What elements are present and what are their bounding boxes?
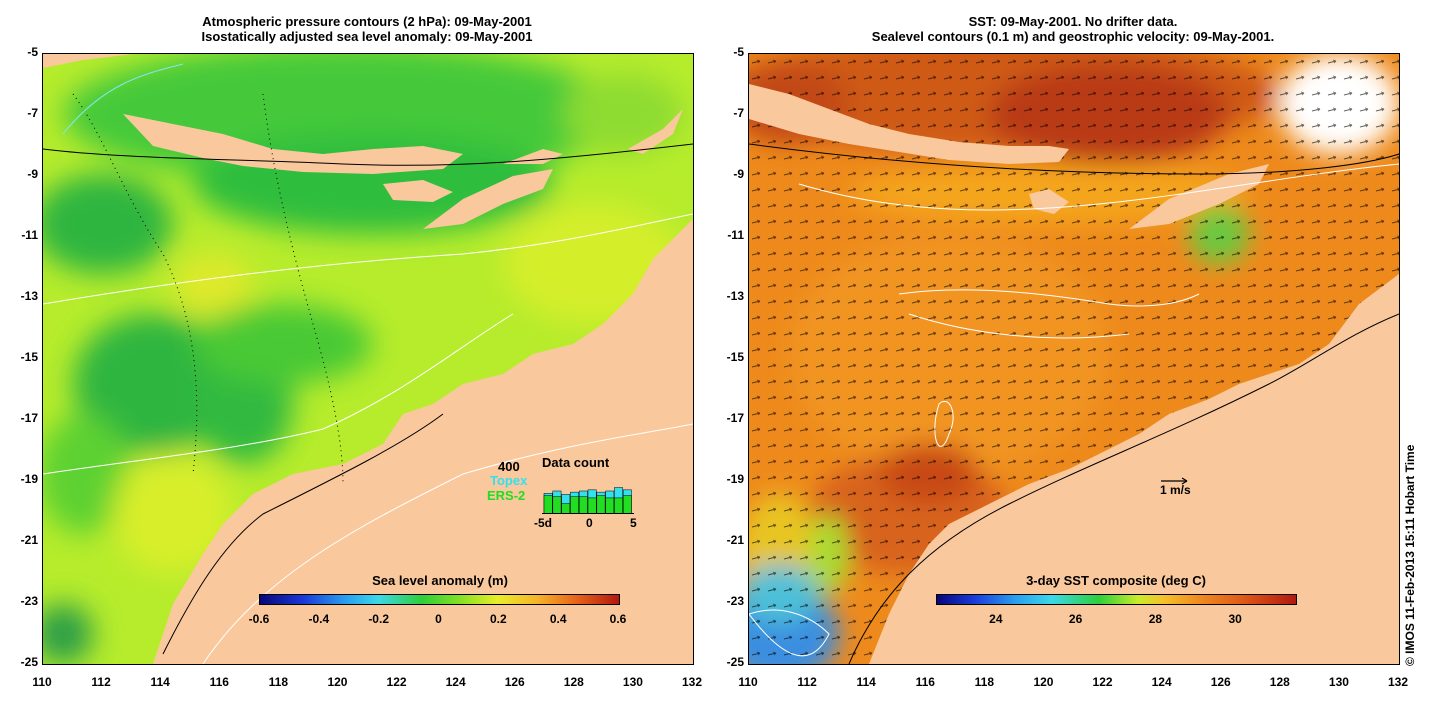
data-count-x-tick: -5d [534,516,552,530]
right-y-tick: -25 [726,655,744,669]
right-x-tick: 116 [915,675,935,689]
data-count-x-tick: 5 [630,516,637,530]
left-y-tick: -23 [20,594,38,608]
sla-colorbar-tick: 0.4 [549,612,567,626]
right-title-line1: SST: 09-May-2001. No drifter data. [968,14,1178,29]
sst-colorbar-tick: 28 [1148,612,1163,626]
velocity-scale-label: 1 m/s [1160,483,1191,497]
left-y-tick: -13 [20,289,38,303]
sla-colorbar-tick: -0.4 [308,612,330,626]
left-x-tick: 110 [32,675,52,689]
sst-colorbar-tick: 26 [1068,612,1083,626]
left-x-tick: 116 [209,675,229,689]
right-y-tick: -7 [733,106,744,120]
right-x-tick: 120 [1033,675,1054,689]
left-y-tick: -9 [27,167,38,181]
right-x-tick: 126 [1210,675,1231,689]
left-x-tick: 124 [445,675,466,689]
right-x-tick: 118 [974,675,995,689]
right-x-tick: 132 [1387,675,1409,689]
right-x-tick: 122 [1092,675,1113,689]
data-count-topex-label: Topex [490,473,528,488]
sla-colorbar-tick: -0.2 [368,612,389,626]
right-x-tick: 114 [856,675,876,689]
data-count-bar-ers2 [614,497,623,514]
right-y-tick: -23 [726,594,744,608]
left-panel-title: Atmospheric pressure contours (2 hPa): 0… [42,14,692,44]
right-y-tick: -11 [727,228,744,242]
left-y-tick: -7 [27,106,38,120]
left-y-tick: -15 [20,350,38,364]
right-y-tick: -19 [726,472,744,486]
data-count-bar-ers2 [596,495,606,514]
right-x-tick: 110 [738,675,758,689]
right-y-tick: -17 [726,411,744,425]
left-y-tick: -21 [20,533,38,547]
data-count-bar-ers2 [605,497,615,514]
sst-colorbar-title: 3-day SST composite (deg C) [1026,573,1206,588]
left-y-tick: -19 [20,472,38,486]
sst-velocity-map: 1 m/s [748,53,1400,665]
data-count-bar-ers2 [570,496,579,514]
left-x-tick: 114 [150,675,170,689]
sla-colorbar-tick: 0.6 [609,612,627,626]
left-x-tick: 128 [563,675,584,689]
left-title-line2: Isostatically adjusted sea level anomaly… [201,29,533,44]
data-count-bar-ers2 [622,495,632,514]
sla-colorbar-tick: -0.6 [248,612,270,626]
data-count-ers2-label: ERS-2 [487,488,526,503]
data-count-bar-ers2 [561,503,571,514]
copyright-text: © IMOS 11-Feb-2013 15:11 Hobart Time [1403,444,1417,666]
right-x-tick: 130 [1328,675,1349,689]
left-x-tick: 118 [268,675,289,689]
sst-colorbar-tick: 24 [989,612,1003,626]
left-y-tick: -17 [20,411,38,425]
velocity-scale-arrow [1161,477,1188,485]
right-x-tick: 124 [1151,675,1172,689]
left-x-tick: 126 [504,675,525,689]
right-title-line2: Sealevel contours (0.1 m) and geostrophi… [871,29,1275,44]
data-count-title: Data count [542,455,610,470]
right-x-tick: 112 [797,675,817,689]
sla-colorbar-tick: 0.2 [489,612,507,626]
data-count-bar-ers2 [587,497,597,514]
right-panel-title: SST: 09-May-2001. No drifter data. Seale… [748,14,1398,44]
right-y-tick: -9 [733,167,744,181]
data-count-bar-ers2 [552,496,562,514]
sea-level-anomaly-map [42,53,694,665]
data-count-bars [542,487,634,514]
left-title-line1: Atmospheric pressure contours (2 hPa): 0… [202,14,532,29]
left-x-tick: 112 [91,675,111,689]
right-y-tick: -15 [726,350,744,364]
right-y-tick: -13 [726,289,744,303]
sst-colorbar [936,594,1297,605]
left-x-tick: 120 [327,675,348,689]
sla-colorbar-tick: 0 [435,612,442,626]
left-x-tick: 130 [622,675,643,689]
sst-colorbar-tick: 30 [1228,612,1242,626]
left-x-tick: 122 [386,675,407,689]
right-x-tick: 128 [1269,675,1290,689]
left-x-tick: 132 [681,675,703,689]
data-count-max: 400 [498,459,520,474]
sla-colorbar-title: Sea level anomaly (m) [372,573,508,588]
left-y-tick: -5 [27,45,38,59]
right-y-tick: -5 [733,45,744,59]
data-count-bar-ers2 [543,495,553,514]
left-y-tick: -25 [20,655,38,669]
data-count-bar-ers2 [578,496,588,514]
data-count-x-tick: 0 [586,516,593,530]
sla-colorbar [259,594,620,605]
left-y-tick: -11 [21,228,38,242]
right-y-tick: -21 [726,533,744,547]
